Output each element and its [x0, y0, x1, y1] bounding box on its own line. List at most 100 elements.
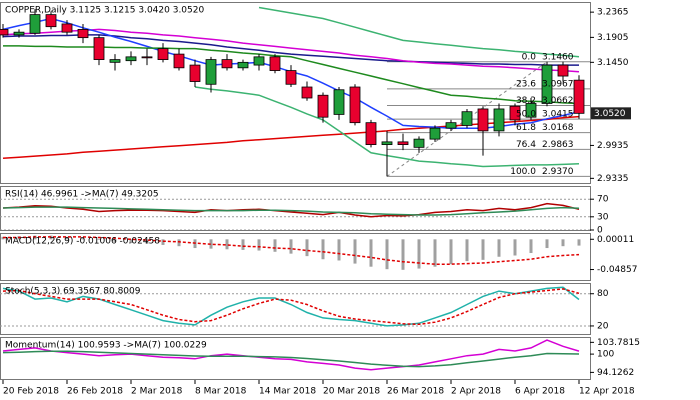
- x-tick-label: 6 Apr 2018: [515, 387, 565, 397]
- x-tick-label: 26 Mar 2018: [387, 387, 444, 397]
- fib-level-label: 0.0: [522, 52, 537, 62]
- last-price-box: [591, 107, 631, 120]
- fib-value-label: 3.0415: [542, 110, 574, 120]
- candle-body: [125, 56, 137, 62]
- macd-bar: [497, 239, 501, 257]
- candle-body: [45, 14, 57, 28]
- fib-level-label: 23.6: [516, 79, 536, 89]
- macd-bar: [321, 239, 325, 260]
- panel-plot: [0, 198, 590, 230]
- y-tick-label: 94.1262: [597, 368, 634, 378]
- macd-bar: [289, 239, 293, 254]
- indicator-line: [2, 34, 579, 66]
- macd-bar: [353, 239, 357, 264]
- macd-bar: [305, 239, 309, 257]
- fib-level-label: 76.4: [516, 140, 536, 150]
- x-tick-label: 12 Apr 2018: [579, 387, 635, 397]
- macd-bar: [81, 238, 85, 240]
- x-tick-label: 8 Mar 2018: [195, 387, 247, 397]
- candle-body: [413, 138, 425, 148]
- x-tick-label: 26 Feb 2018: [67, 387, 123, 397]
- panel-title: Stoch(5,3,3) 69.3567 80.8009: [5, 287, 141, 297]
- y-tick-label: 103.7815: [597, 338, 640, 348]
- x-tick-label: 2 Mar 2018: [131, 387, 183, 397]
- fib-value-label: 2.9863: [542, 140, 574, 150]
- macd-bar: [49, 235, 53, 240]
- macd-bar: [465, 239, 469, 262]
- fib-value-label: 3.0967: [542, 79, 574, 89]
- x-tick-label: 14 Mar 2018: [259, 387, 316, 397]
- macd-bar: [129, 239, 133, 244]
- indicator-line: [3, 236, 580, 265]
- candle-body: [573, 79, 585, 114]
- macd-bar: [385, 239, 389, 270]
- y-tick-label: 0.00011: [597, 235, 634, 245]
- candle-body: [541, 64, 553, 104]
- panel-frame: [0, 186, 591, 231]
- candle-body: [173, 53, 185, 69]
- macd-bar: [65, 236, 69, 240]
- macd-bar: [513, 239, 517, 256]
- panel-title: MACD(12,26,9) -0.01006 -0.02458: [5, 237, 160, 247]
- x-tick-label: 20 Mar 2018: [323, 387, 380, 397]
- candle-body: [0, 29, 9, 36]
- y-tick-label: 30: [597, 212, 609, 222]
- candle-body: [93, 37, 105, 60]
- candle-body: [205, 59, 217, 85]
- panel-title: COPPER,Daily 3.1125 3.1215 3.0420 3.0520: [5, 6, 204, 16]
- macd-bar: [369, 239, 373, 267]
- y-tick-label: 80: [597, 289, 609, 299]
- y-tick-label: 3.1450: [597, 58, 629, 68]
- macd-bar: [529, 239, 533, 254]
- panel-frame: [0, 283, 591, 335]
- x-tick-label: 2 Apr 2018: [451, 387, 501, 397]
- macd-bar: [449, 239, 453, 265]
- indicator-line: [2, 202, 580, 218]
- indicator-line: [2, 28, 580, 73]
- y-tick-label: 3.2365: [597, 8, 629, 18]
- macd-bar: [257, 239, 261, 251]
- candle-body: [141, 56, 153, 59]
- candle-body: [61, 23, 73, 33]
- candle-body: [349, 86, 361, 124]
- y-tick-label: 3.1905: [597, 33, 629, 43]
- indicator-line: [2, 206, 580, 216]
- candle-body: [29, 14, 41, 34]
- fib-level-label: 38.2: [516, 96, 536, 106]
- indicator-line: [258, 6, 580, 58]
- candle-body: [461, 111, 473, 126]
- candle-body: [109, 59, 121, 63]
- candle-body: [269, 56, 281, 71]
- macd-bar: [577, 239, 581, 246]
- candle-body: [381, 141, 393, 146]
- last-price-label: 3.0520: [594, 109, 626, 119]
- candle-body: [429, 127, 441, 140]
- indicator-line: [2, 339, 580, 371]
- panel-plot: [0, 6, 590, 177]
- macd-bar: [481, 239, 485, 260]
- candle-body: [77, 29, 89, 39]
- macd-bar: [545, 239, 549, 249]
- macd-bar: [401, 239, 405, 270]
- panel-title: RSI(14) 46.9961 ->MA(7) 49.3205: [5, 190, 159, 200]
- candle-body: [365, 122, 377, 146]
- y-tick-label: 2.9335: [597, 174, 629, 184]
- panel-plot: [2, 339, 580, 371]
- panel-frame: [0, 233, 591, 281]
- panel-plot: [1, 235, 581, 270]
- candle-body: [493, 108, 505, 132]
- macd-bar: [97, 239, 101, 240]
- candle-body: [333, 89, 345, 115]
- fib-level-label: 61.8: [516, 123, 536, 133]
- candle-body: [525, 103, 537, 118]
- macd-bar: [433, 239, 437, 267]
- candle-body: [157, 48, 169, 60]
- fib-value-label: 3.0168: [542, 123, 574, 133]
- macd-bar: [561, 239, 565, 247]
- macd-bar: [209, 239, 213, 249]
- macd-bar: [337, 239, 341, 261]
- y-tick-label: 0: [597, 226, 603, 236]
- candle-body: [237, 61, 249, 69]
- fib-level-label: 100.0: [510, 167, 536, 177]
